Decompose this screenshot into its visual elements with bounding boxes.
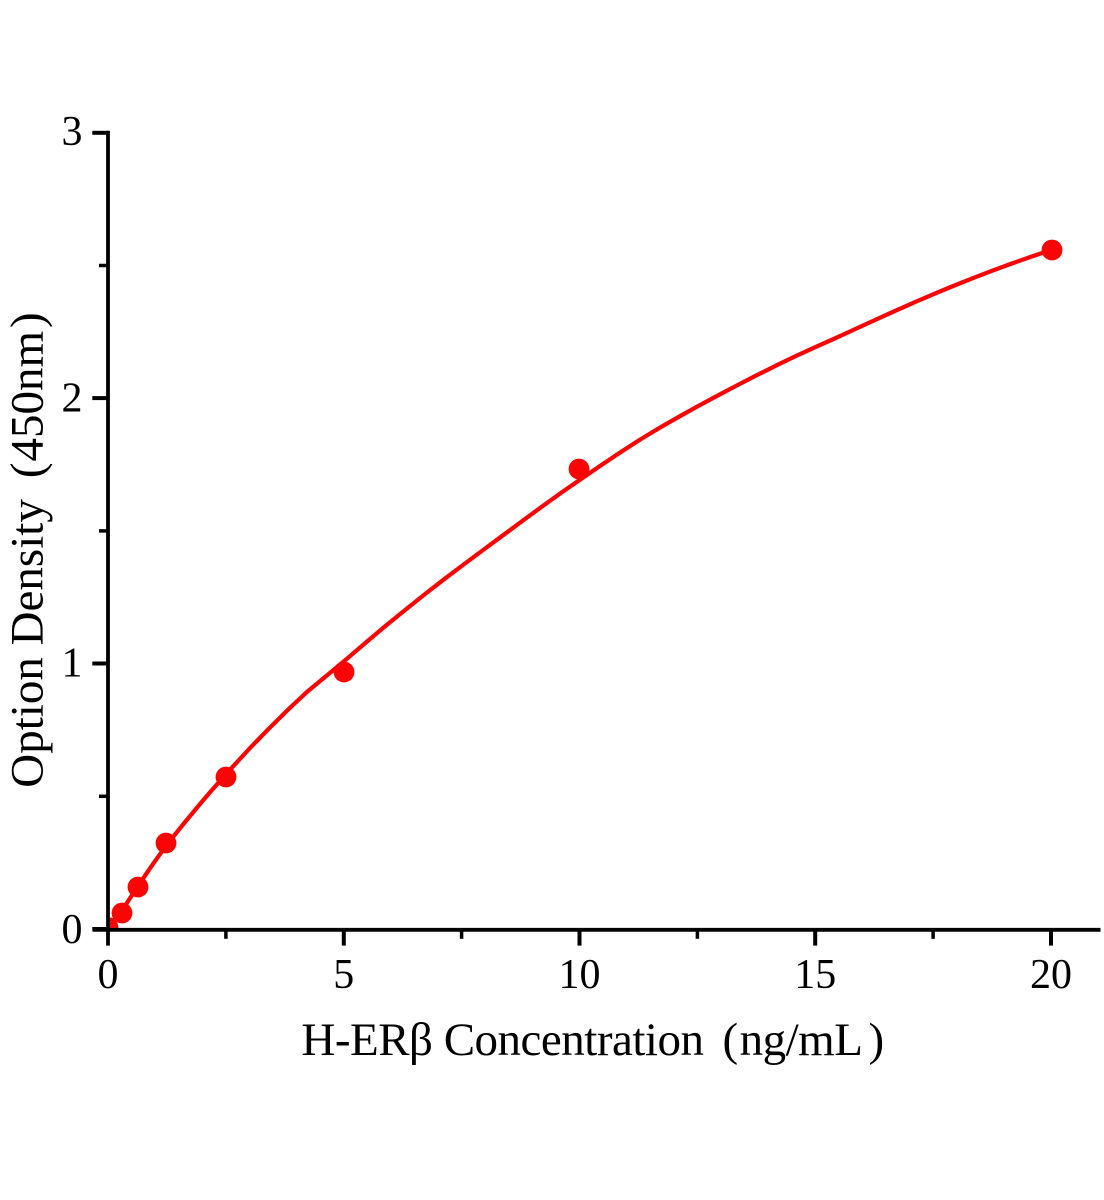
svg-text:H-ERβ Concentration(ng/mL): H-ERβ Concentration (ng/mL)	[301, 1014, 883, 1066]
svg-text:Option Density(450nm): Option Density(450nm)	[2, 312, 54, 787]
svg-text:15: 15	[794, 952, 836, 998]
svg-text:2: 2	[62, 375, 83, 421]
svg-text:0: 0	[98, 952, 119, 998]
svg-text:20: 20	[1030, 952, 1072, 998]
svg-text:0: 0	[62, 907, 83, 953]
svg-text:3: 3	[62, 109, 83, 155]
svg-text:10: 10	[559, 952, 601, 998]
svg-text:5: 5	[333, 952, 354, 998]
svg-text:1: 1	[62, 640, 83, 686]
